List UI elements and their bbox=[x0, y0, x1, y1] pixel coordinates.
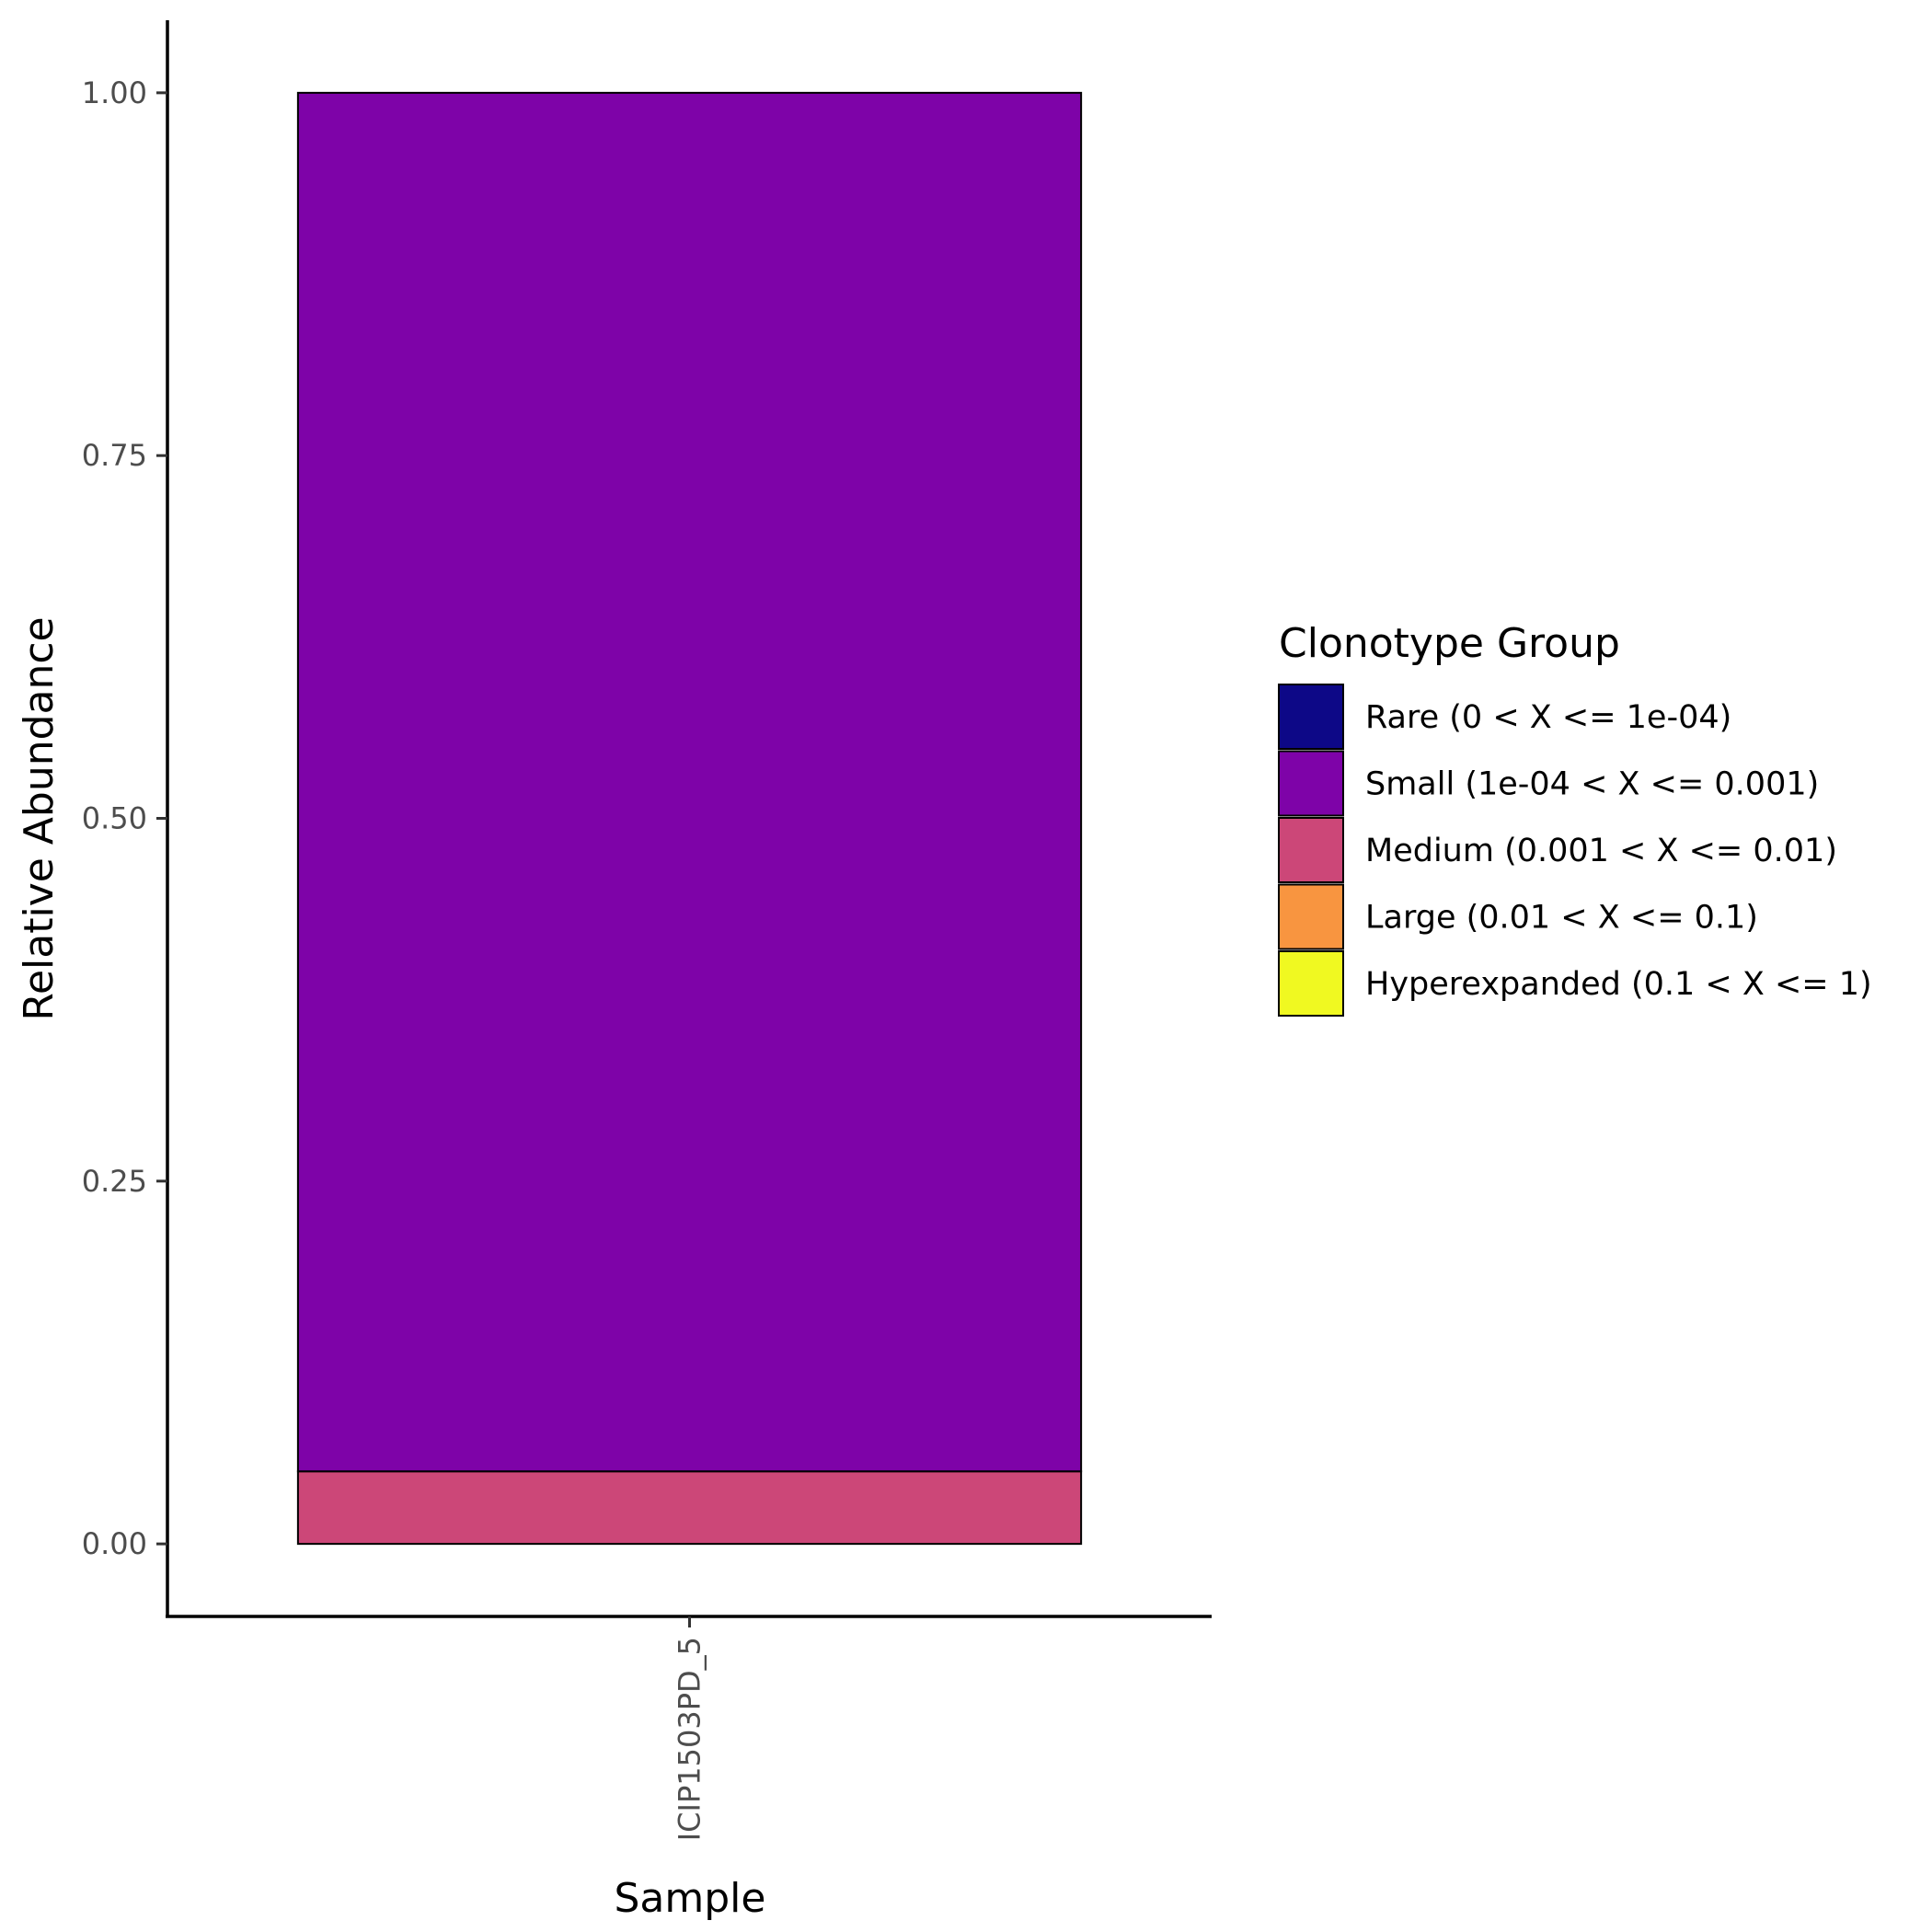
legend-label-4: Hyperexpanded (0.1 < X <= 1) bbox=[1365, 966, 1872, 1003]
x-axis-title: Sample bbox=[615, 1875, 766, 1922]
legend-key-4 bbox=[1278, 950, 1344, 1017]
legend-key-1 bbox=[1278, 750, 1344, 817]
legend-label-2: Medium (0.001 < X <= 0.01) bbox=[1365, 833, 1837, 869]
x-tick-label: ICIP1503PD_5 bbox=[673, 1637, 707, 1841]
y-axis-ticks: 0.00 0.25 0.50 0.75 1.00 bbox=[82, 75, 167, 1561]
bar-segment-1 bbox=[296, 91, 1083, 1473]
y-tick-label: 0.25 bbox=[82, 1164, 147, 1199]
x-axis-ticks: ICIP1503PD_5 bbox=[673, 1616, 707, 1841]
legend-label-0: Rare (0 < X <= 1e-04) bbox=[1365, 699, 1731, 736]
legend-key-2 bbox=[1278, 817, 1344, 883]
legend-key-3 bbox=[1278, 883, 1344, 950]
y-tick-label: 0.50 bbox=[82, 801, 147, 836]
y-axis-title: Relative Abundance bbox=[16, 616, 63, 1020]
bar-stack bbox=[296, 91, 1083, 1546]
legend: Clonotype Group Rare (0 < X <= 1e-04) Sma… bbox=[1278, 620, 1872, 1017]
y-tick-label: 0.00 bbox=[82, 1526, 147, 1561]
legend-title: Clonotype Group bbox=[1279, 620, 1620, 667]
legend-key-0 bbox=[1278, 684, 1344, 750]
legend-label-1: Small (1e-04 < X <= 0.001) bbox=[1365, 766, 1819, 803]
y-tick-label: 1.00 bbox=[82, 75, 147, 110]
legend-label-3: Large (0.01 < X <= 0.1) bbox=[1365, 900, 1758, 937]
y-tick-label: 0.75 bbox=[82, 438, 147, 473]
bar-segment-2 bbox=[296, 1470, 1083, 1546]
